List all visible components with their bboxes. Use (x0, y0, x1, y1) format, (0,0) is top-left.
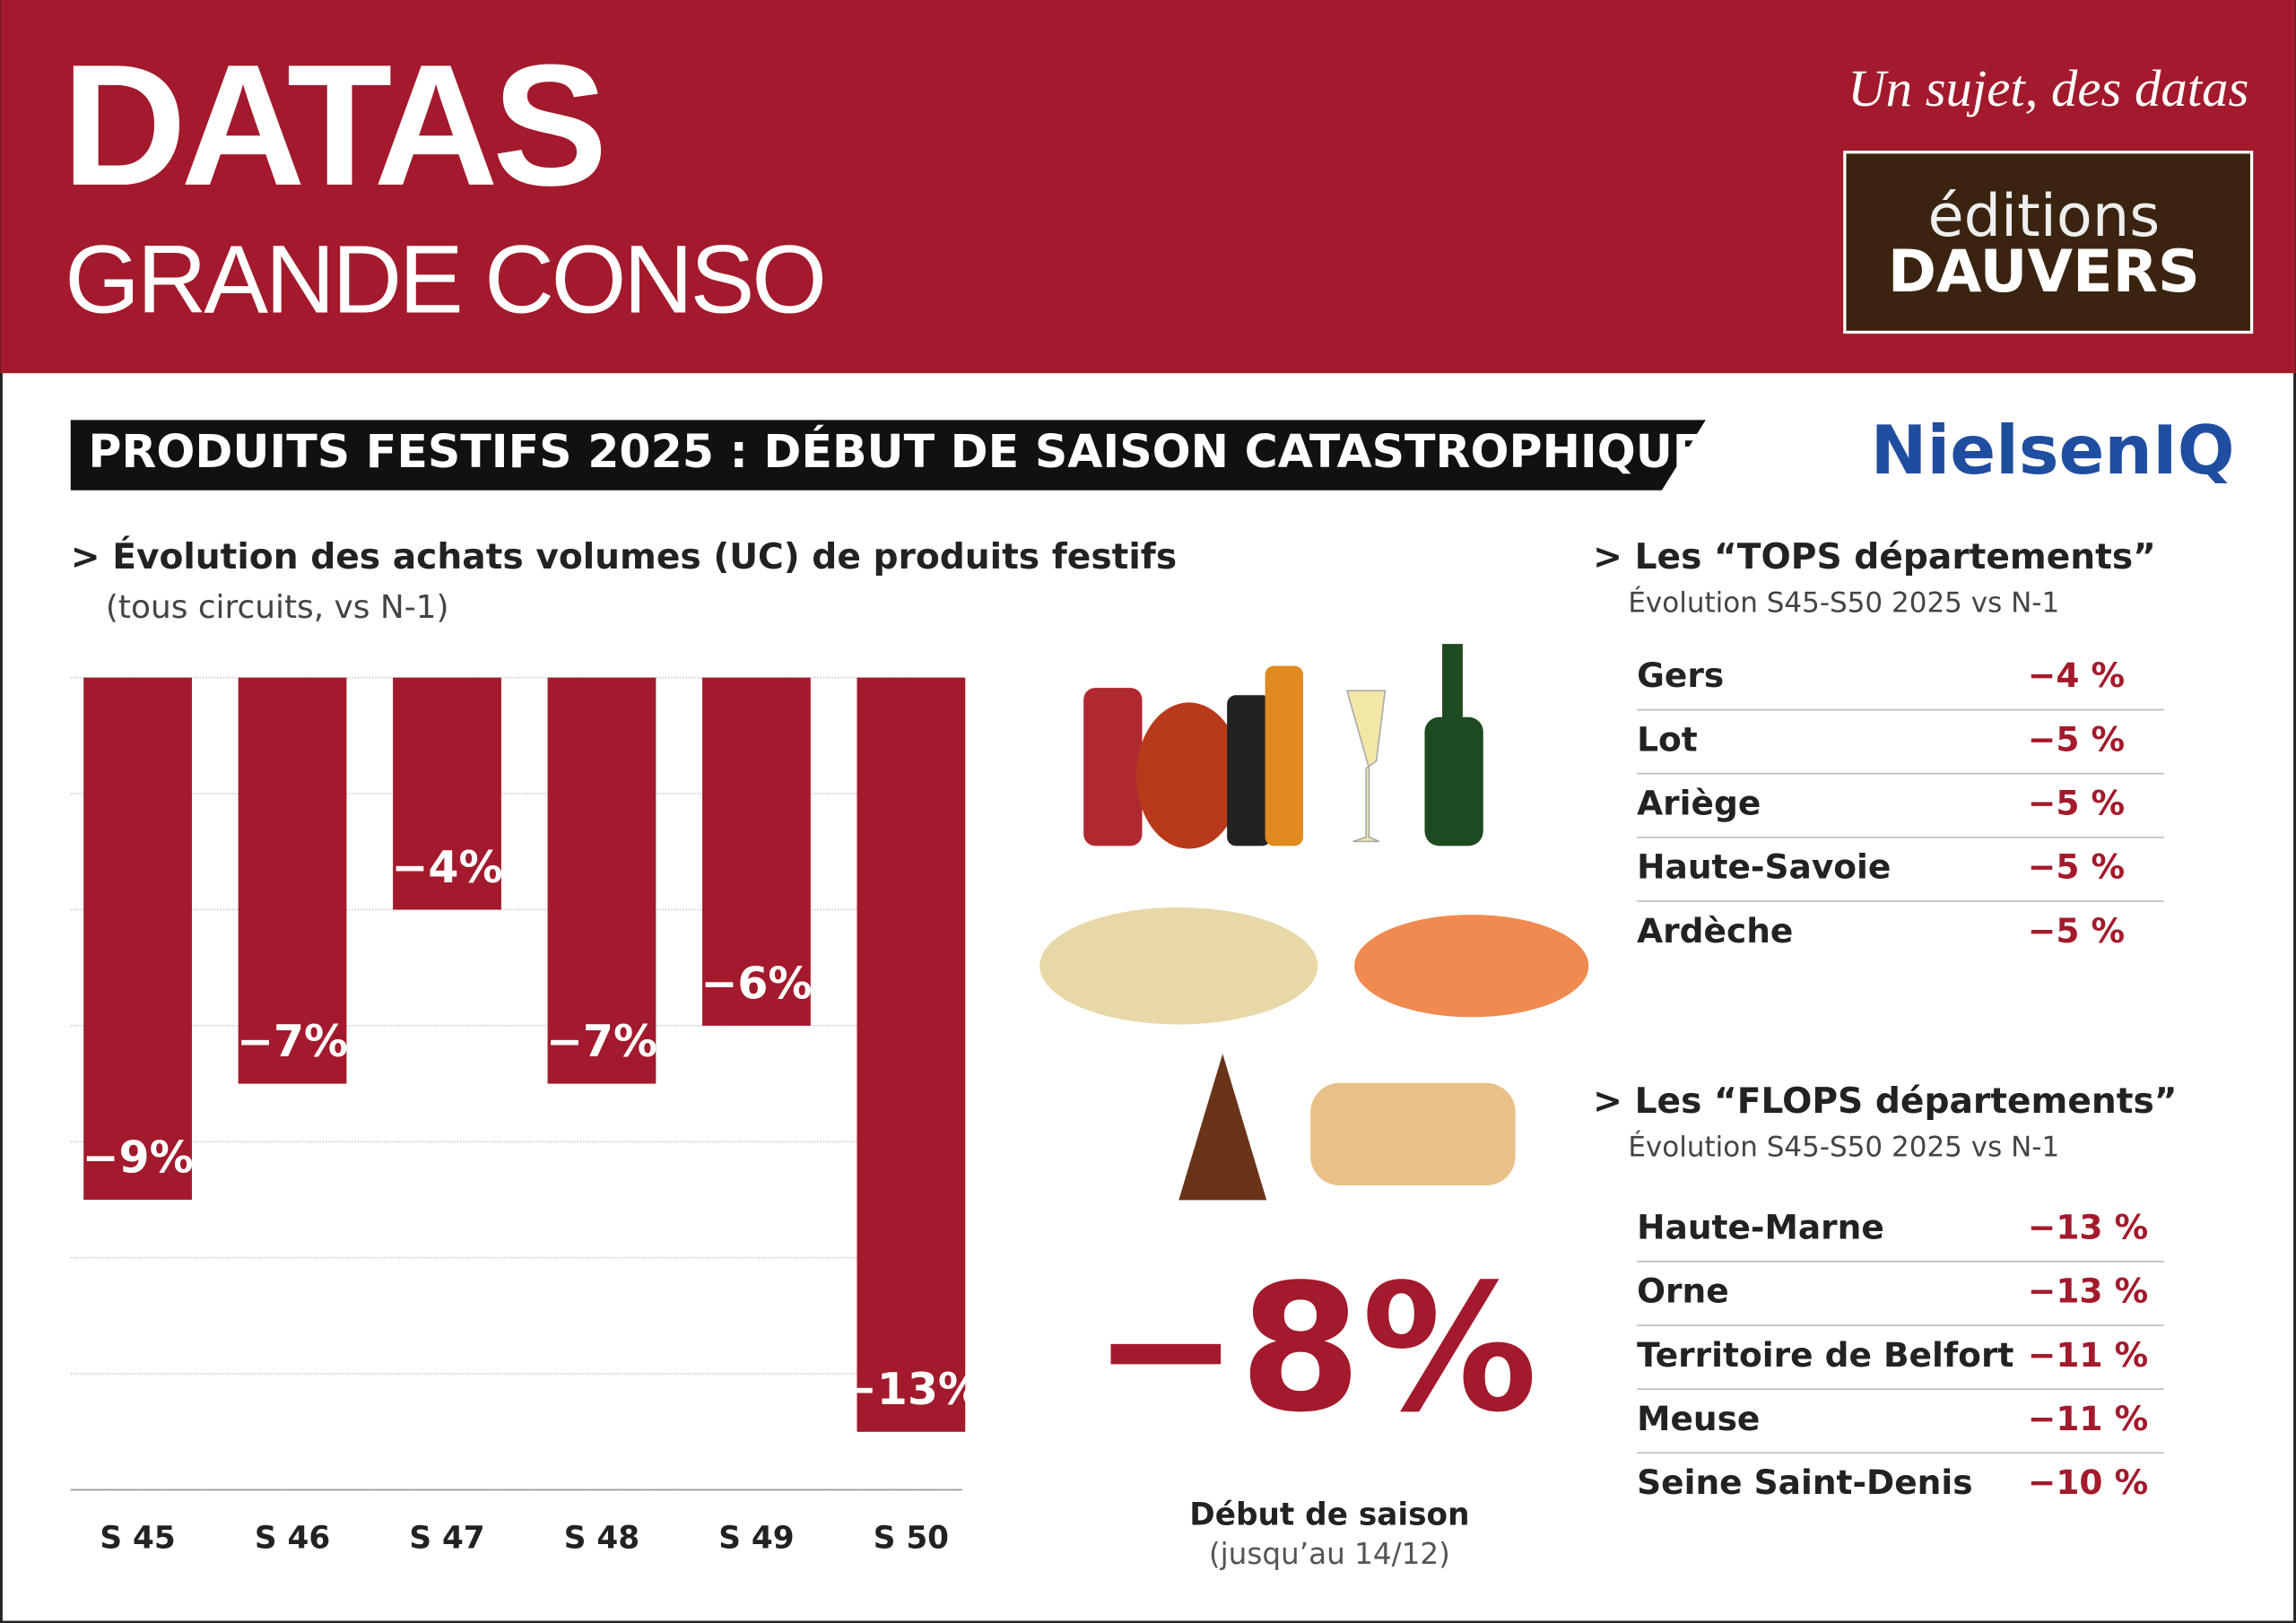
bar (857, 677, 966, 1432)
value-label: −7% (237, 1016, 348, 1067)
department-name: Gers (1637, 655, 1724, 695)
summary-note: (jusqu’au 14/12) (1209, 1537, 1450, 1571)
foie-gras (1039, 907, 1318, 1025)
bar (238, 677, 347, 1084)
banner-bg (70, 420, 1706, 490)
department-value: −13 % (2028, 1271, 2148, 1311)
x-tick-label: S 49 (718, 1520, 794, 1556)
banner: PRODUITS FESTIFS 2025 : DÉBUT DE SAISON … (88, 425, 1703, 478)
publisher-line1: éditions (1927, 182, 2160, 250)
department-name: Orne (1637, 1271, 1729, 1311)
department-value: −5 % (2028, 911, 2125, 950)
department-name: Haute-Marne (1637, 1207, 1884, 1246)
bar (702, 677, 811, 1026)
bar (83, 677, 192, 1200)
department-value: −13 % (2028, 1207, 2148, 1246)
chart-subtitle: (tous circuits, vs N-1) (106, 589, 449, 626)
chocolate-tree (1178, 1054, 1267, 1201)
tagline: Un sujet, des datas (1848, 59, 2248, 117)
source-logo: NielsenIQ (1871, 411, 2235, 490)
champagne (1424, 716, 1483, 846)
department-name: Territoire de Belfort (1637, 1335, 2013, 1375)
department-value: −5 % (2028, 847, 2125, 887)
department-name: Meuse (1637, 1399, 1760, 1438)
tops-title: > Les “TOPS départements” (1593, 537, 2156, 577)
summary-value: −8% (1092, 1247, 1538, 1452)
bar (547, 677, 657, 1084)
value-label: −7% (546, 1016, 657, 1067)
champagne-neck (1442, 644, 1463, 725)
yule-log (1310, 1082, 1516, 1186)
department-name: Ardèche (1637, 911, 1793, 950)
x-tick-label: S 50 (874, 1520, 949, 1556)
header-subtitle: GRANDE CONSO (65, 224, 824, 333)
x-tick-label: S 46 (255, 1520, 330, 1556)
header-title: DATAS (62, 29, 602, 221)
tops-subtitle: Évolution S45-S50 2025 vs N-1 (1628, 587, 2059, 620)
publisher-line2: DAUVERS (1888, 238, 2200, 306)
x-tick-label: S 47 (409, 1520, 484, 1556)
summary-label: Début de saison (1189, 1497, 1469, 1532)
publisher-logo (1843, 151, 2254, 334)
salmon (1354, 915, 1589, 1018)
department-value: −10 % (2028, 1462, 2148, 1502)
chart-title: > Évolution des achats volumes (UC) de p… (71, 535, 1177, 577)
value-label: −4% (391, 842, 502, 893)
x-tick-label: S 48 (564, 1520, 639, 1556)
bottle (1135, 702, 1242, 849)
flops-subtitle: Évolution S45-S50 2025 vs N-1 (1628, 1132, 2059, 1164)
product-illustrations (1039, 644, 1589, 1201)
department-value: −11 % (2028, 1399, 2148, 1438)
glass (1345, 690, 1387, 843)
value-label: −6% (700, 958, 812, 1009)
x-tick-label: S 45 (100, 1520, 175, 1556)
bar (393, 677, 501, 910)
bottle (1265, 665, 1304, 846)
value-label: −9% (83, 1132, 194, 1183)
department-value: −11 % (2028, 1335, 2148, 1375)
flops-title: > Les “FLOPS départements” (1593, 1081, 2177, 1122)
department-value: −5 % (2028, 719, 2125, 759)
bottle (1083, 688, 1143, 846)
department-name: Ariège (1637, 783, 1761, 822)
bottle (1227, 695, 1272, 846)
department-name: Haute-Savoie (1637, 847, 1891, 887)
department-value: −4 % (2028, 655, 2125, 695)
department-name: Seine Saint-Denis (1637, 1462, 1972, 1502)
value-label: −13% (840, 1364, 982, 1415)
department-value: −5 % (2028, 783, 2125, 822)
department-name: Lot (1637, 719, 1698, 759)
